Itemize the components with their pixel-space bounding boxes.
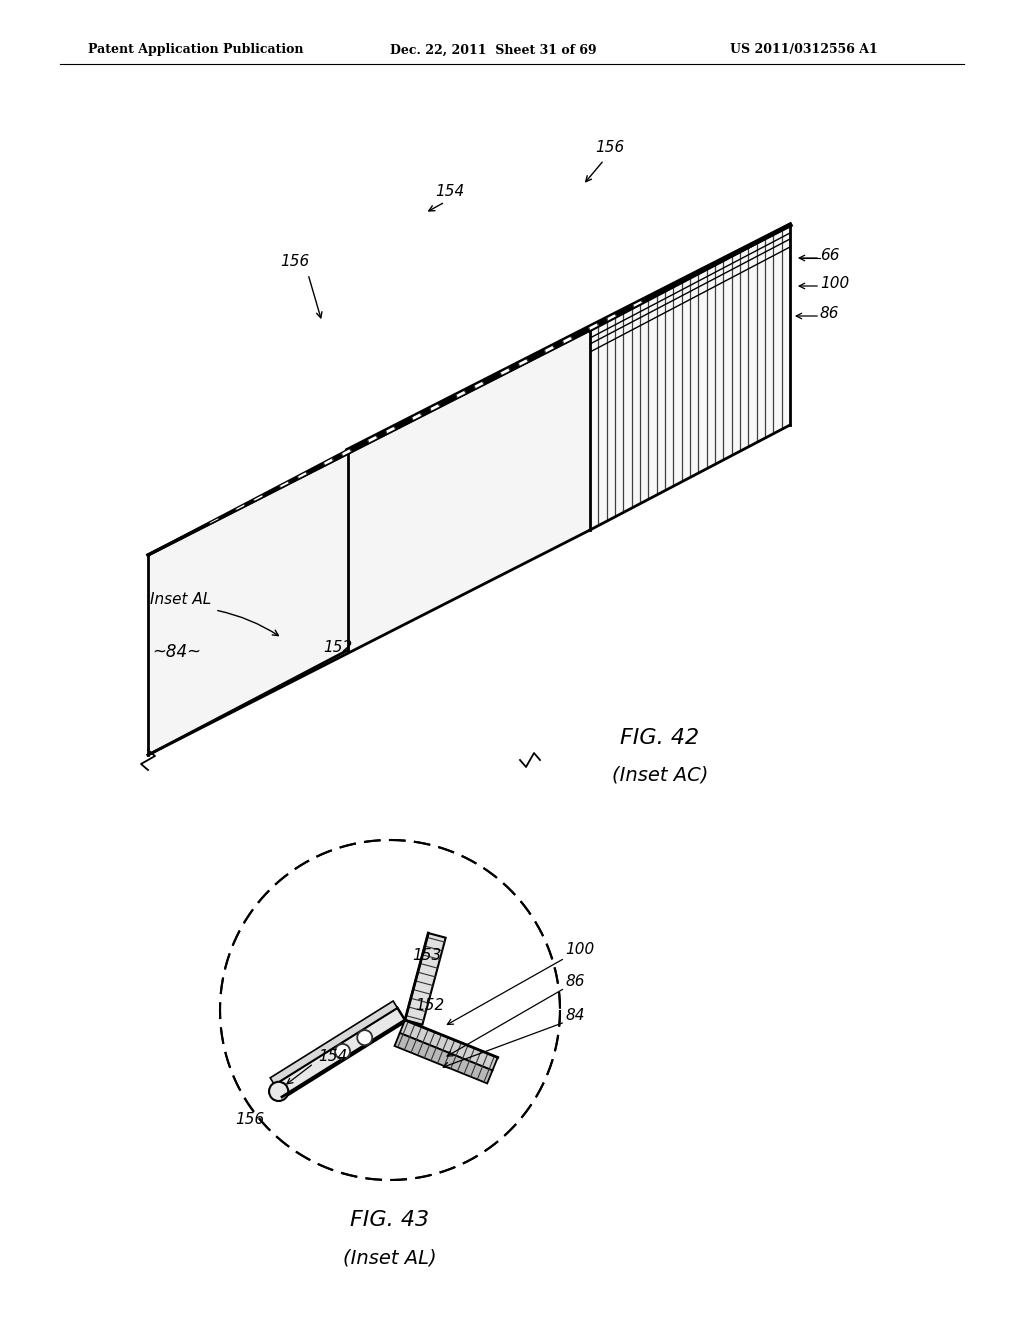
Circle shape [342, 449, 351, 458]
Circle shape [430, 403, 440, 413]
Text: 66: 66 [820, 248, 840, 263]
Text: 154: 154 [318, 1049, 348, 1064]
Text: 156: 156 [595, 140, 625, 154]
Polygon shape [399, 1020, 498, 1071]
Text: Patent Application Publication: Patent Application Publication [88, 44, 303, 57]
Circle shape [386, 425, 396, 436]
Text: Dec. 22, 2011  Sheet 31 of 69: Dec. 22, 2011 Sheet 31 of 69 [390, 44, 597, 57]
Circle shape [368, 434, 378, 445]
Circle shape [335, 1044, 350, 1059]
Circle shape [269, 1082, 288, 1101]
Circle shape [545, 345, 555, 355]
Polygon shape [274, 1007, 406, 1098]
Polygon shape [394, 1034, 493, 1084]
Circle shape [253, 494, 263, 503]
Circle shape [633, 300, 643, 309]
Circle shape [298, 471, 307, 480]
Text: 152: 152 [415, 998, 444, 1012]
Polygon shape [148, 224, 790, 554]
Text: 156: 156 [234, 1113, 264, 1127]
Circle shape [220, 840, 560, 1180]
Polygon shape [148, 330, 590, 755]
Text: ~84~: ~84~ [152, 643, 201, 661]
Text: 84: 84 [565, 1007, 585, 1023]
Circle shape [518, 358, 528, 368]
Text: FIG. 43: FIG. 43 [350, 1210, 429, 1230]
Circle shape [589, 322, 599, 333]
Polygon shape [148, 450, 348, 755]
Circle shape [280, 479, 290, 490]
Text: 152: 152 [324, 640, 352, 656]
Circle shape [607, 313, 616, 323]
Text: 86: 86 [820, 305, 840, 321]
Circle shape [357, 1030, 372, 1045]
Text: 100: 100 [820, 276, 849, 290]
Text: (Inset AL): (Inset AL) [343, 1249, 437, 1267]
Polygon shape [406, 933, 445, 1024]
Circle shape [236, 502, 245, 512]
Text: Inset AL: Inset AL [150, 593, 211, 607]
Text: 153: 153 [413, 948, 441, 962]
Circle shape [563, 335, 572, 346]
Circle shape [412, 412, 422, 422]
Circle shape [324, 457, 334, 467]
Text: 154: 154 [435, 185, 465, 199]
Text: 86: 86 [565, 974, 585, 990]
Circle shape [474, 380, 484, 391]
Text: FIG. 42: FIG. 42 [621, 729, 699, 748]
Circle shape [501, 367, 510, 378]
Text: 156: 156 [281, 255, 309, 269]
Text: 100: 100 [565, 942, 594, 957]
Circle shape [456, 389, 466, 400]
Polygon shape [270, 1001, 397, 1085]
Text: (Inset AC): (Inset AC) [611, 766, 709, 784]
Circle shape [209, 516, 219, 525]
Polygon shape [590, 224, 790, 531]
Text: US 2011/0312556 A1: US 2011/0312556 A1 [730, 44, 878, 57]
